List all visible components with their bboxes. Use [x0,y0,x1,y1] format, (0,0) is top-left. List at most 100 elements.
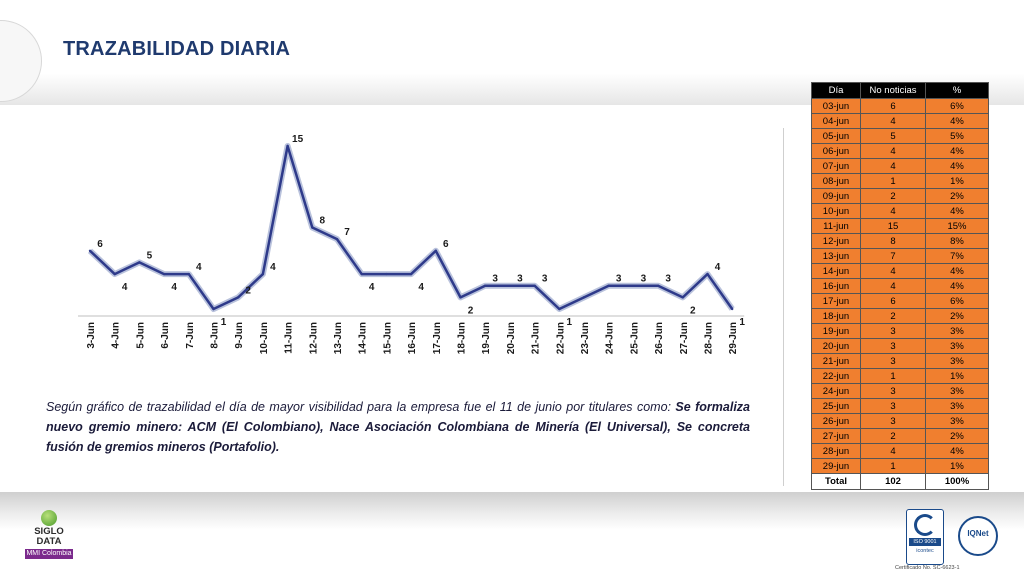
x-tick-label: 23-Jun [580,322,591,354]
x-tick-label: 28-Jun [704,322,715,354]
cell-count: 1 [860,368,926,384]
x-tick-label: 16-Jun [407,322,418,354]
data-label: 3 [665,274,671,285]
cell-day: 24-jun [811,383,861,399]
data-point [409,272,413,276]
cell-percent: 4% [925,443,989,459]
iso-label: ISO 9001 [909,538,941,546]
data-label: 4 [369,282,375,293]
data-point [261,272,265,276]
header-day: Día [811,82,861,99]
cell-count: 4 [860,263,926,279]
cell-percent: 2% [925,188,989,204]
cell-percent: 2% [925,428,989,444]
cell-count: 4 [860,158,926,174]
cell-day: 22-jun [811,368,861,384]
cell-percent: 4% [925,113,989,129]
cell-count: 3 [860,338,926,354]
table-row: 14-jun 4 4% [811,263,989,279]
table-row: 05-jun 5 5% [811,128,989,144]
table-row: 13-jun 7 7% [811,248,989,264]
table-row: 24-jun 3 3% [811,383,989,399]
x-tick-label: 25-Jun [629,322,640,354]
table-header-row: Día No noticias % [811,82,989,99]
x-tick-label: 8-Jun [210,322,221,349]
data-label: 6 [443,239,449,250]
cell-percent: 3% [925,398,989,414]
x-tick-label: 4-Jun [111,322,122,349]
table-row: 25-jun 3 3% [811,398,989,414]
data-point [360,272,363,276]
cell-day: 14-jun [811,263,861,279]
cell-count: 7 [860,248,926,264]
cell-count: 5 [860,128,926,144]
cell-percent: 3% [925,413,989,429]
footer-band [0,492,1024,576]
cell-count: 8 [860,233,926,249]
data-point [286,144,289,148]
x-tick-label: 29-Jun [728,322,739,354]
data-label: 7 [344,227,350,238]
cell-day: 09-jun [811,188,861,204]
cell-percent: 4% [925,203,989,219]
cell-day: 19-jun [811,323,861,339]
cell-count: 2 [860,428,926,444]
data-label: 4 [418,282,424,293]
summary-headlines: Se formaliza nuevo gremio minero: ACM (E… [46,400,750,454]
data-point [681,296,684,299]
data-point [459,296,462,299]
data-label: 1 [739,317,745,328]
cell-count: 6 [860,98,926,114]
siglo-data-logo: SIGLO DATA MMI Colombia [25,510,73,559]
cell-percent: 2% [925,308,989,324]
cell-percent: 1% [925,368,989,384]
table-row: 10-jun 4 4% [811,203,989,219]
cell-day: 17-jun [811,293,861,309]
x-tick-label: 27-Jun [679,322,690,354]
cell-day: 26-jun [811,413,861,429]
cell-day: 20-jun [811,338,861,354]
cell-count: 2 [860,308,926,324]
cell-day: 18-jun [811,308,861,324]
x-tick-label: 12-Jun [308,322,319,354]
data-point [237,296,240,299]
data-point [113,272,116,276]
cell-count: 2 [860,188,926,204]
cell-percent: 1% [925,458,989,474]
x-tick-label: 13-Jun [333,322,344,354]
table-row: 08-jun 1 1% [811,173,989,189]
data-point [484,284,487,287]
series-line [89,144,734,311]
x-tick-label: 6-Jun [160,322,171,349]
table-row: 19-jun 3 3% [811,323,989,339]
total-count: 102 [860,473,926,490]
cell-day: 04-jun [811,113,861,129]
data-label: 2 [690,305,696,316]
total-percent: 100% [925,473,989,490]
x-tick-label: 10-Jun [259,322,270,354]
cell-count: 4 [860,443,926,459]
cell-percent: 15% [925,218,989,234]
cell-day: 16-jun [811,278,861,294]
data-label: 4 [196,262,202,273]
cell-percent: 1% [925,173,989,189]
data-point [508,284,512,287]
table-row: 03-jun 6 6% [811,98,989,114]
table-row: 17-jun 6 6% [811,293,989,309]
data-label: 3 [641,274,647,285]
table-row: 12-jun 8 8% [811,233,989,249]
x-tick-label: 9-Jun [234,322,245,349]
cell-day: 21-jun [811,353,861,369]
x-tick-label: 26-Jun [654,322,665,354]
cell-count: 4 [860,278,926,294]
data-label: 4 [715,262,721,273]
x-tick-label: 3-Jun [86,322,97,349]
cell-count: 4 [860,143,926,159]
cell-day: 07-jun [811,158,861,174]
total-label: Total [811,473,861,490]
cell-count: 4 [860,203,926,219]
x-tick-label: 18-Jun [457,322,468,354]
table-row: 22-jun 1 1% [811,368,989,384]
table-row: 09-jun 2 2% [811,188,989,204]
header-percent: % [925,82,989,99]
